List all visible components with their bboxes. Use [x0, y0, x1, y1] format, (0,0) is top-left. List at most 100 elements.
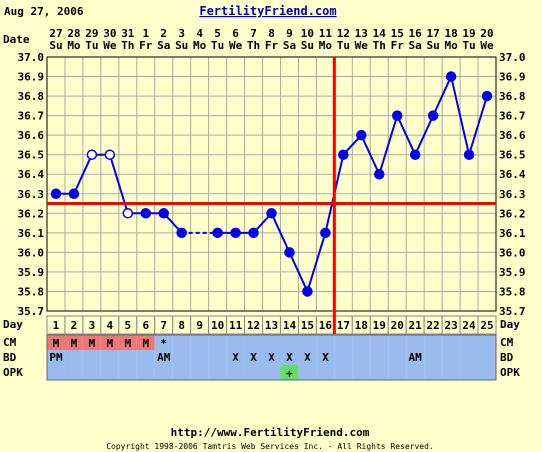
day-label: 9 [196, 319, 203, 332]
cm-cell [244, 335, 263, 350]
y-tick-label-right: 36.6 [499, 129, 526, 142]
series-segment [414, 115, 435, 156]
weekday-tick-label: Su [301, 39, 314, 52]
cm-cell [47, 335, 65, 350]
date-tick-label: 5 [214, 27, 221, 40]
y-tick-label-right: 36.1 [499, 227, 526, 240]
weekday-tick-label: We [480, 39, 494, 52]
data-point [374, 168, 385, 180]
weekday-tick-label: We [355, 39, 369, 52]
opk-cell [82, 365, 101, 380]
chart-date: Aug 27, 2006 [4, 5, 84, 18]
date-tick-label: 31 [121, 27, 135, 40]
bd-cell [334, 350, 353, 365]
weekday-tick-label: Su [49, 39, 62, 52]
day-row-label: Day [3, 318, 23, 331]
opk-cell [172, 365, 191, 380]
opk-cell [388, 365, 407, 380]
cm-cell [262, 335, 281, 350]
date-tick-label: 4 [196, 27, 203, 40]
cm-cell [136, 335, 155, 350]
cm-cell [172, 335, 191, 350]
bd-value: AM [157, 351, 171, 364]
data-point [158, 208, 169, 219]
bd-cell [154, 350, 173, 365]
cm-cell [118, 335, 137, 350]
footer-url[interactable]: http://www.FertilityFriend.com [171, 426, 370, 439]
weekday-tick-label: Fr [139, 39, 153, 52]
day-label: 14 [283, 319, 297, 332]
day-label: 12 [247, 319, 260, 332]
cm-cell [82, 335, 101, 350]
series-segment [432, 76, 453, 117]
day-label: 13 [265, 319, 278, 332]
series-segment [306, 232, 327, 292]
data-point [104, 149, 116, 160]
data-point [122, 208, 134, 219]
date-tick-label: 3 [178, 27, 185, 40]
opk-cell [316, 365, 335, 380]
cm-cell [154, 335, 173, 350]
cm-cell [424, 335, 443, 350]
bd-value: X [250, 351, 257, 364]
weekday-tick-label: Mo [319, 39, 333, 52]
day-label: 25 [480, 319, 493, 332]
site-title[interactable]: FertilityFriend.com [199, 4, 336, 18]
data-point [140, 208, 152, 219]
day-label: 15 [301, 319, 314, 332]
opk-cell [154, 365, 173, 380]
series-segment [270, 212, 291, 253]
date-tick-label: 2 [160, 27, 167, 40]
cm-row-label: CM [3, 336, 17, 349]
cm-row-label-right: CM [500, 336, 514, 349]
weekday-tick-label: Th [247, 39, 260, 52]
y-tick-label-right: 36.7 [499, 110, 526, 123]
y-axis-right: 37.0 36.9 36.8 36.7 36.6 36.5 36.4 36.3 36.2 36.1… [499, 51, 526, 318]
cm-cell [460, 335, 479, 350]
bd-cell [47, 350, 65, 365]
date-tick-label: 11 [319, 27, 333, 40]
data-point [320, 227, 331, 239]
strip-border [46, 334, 497, 381]
data-point [176, 227, 187, 239]
grid [46, 56, 497, 312]
date-tick-label: 10 [301, 27, 314, 40]
y-tick-label: 37.0 [18, 51, 45, 64]
bd-cell [478, 350, 496, 365]
y-tick-label-right: 36.9 [499, 71, 526, 84]
opk-cell [190, 365, 209, 380]
day-label: 5 [125, 319, 132, 332]
opk-cell [136, 365, 155, 380]
day-label: 17 [337, 319, 350, 332]
cm-cell [478, 335, 496, 350]
data-point [266, 208, 277, 219]
bd-cell [370, 350, 389, 365]
day-label: 23 [444, 319, 457, 332]
y-tick-label-right: 36.8 [499, 90, 526, 103]
bd-cell [352, 350, 371, 365]
bd-value: X [268, 351, 275, 364]
series-segment [450, 76, 471, 155]
day-label: 6 [142, 319, 149, 332]
opk-cell [424, 365, 443, 380]
weekday-tick-label: Tu [85, 39, 98, 52]
plot-border [46, 56, 497, 312]
bd-cell [190, 350, 209, 365]
cm-value: M [125, 337, 132, 350]
opk-cell [118, 365, 137, 380]
series-segment [360, 134, 381, 175]
date-tick-label: 29 [85, 27, 98, 40]
date-tick-label: 19 [462, 27, 475, 40]
weekday-tick-label: We [229, 39, 243, 52]
opk-cell [442, 365, 461, 380]
y-tick-label-right: 37.0 [499, 51, 526, 64]
bd-value: X [322, 351, 329, 364]
bd-row-label: BD [3, 351, 17, 364]
data-point [445, 71, 457, 82]
day-label: 16 [319, 319, 333, 332]
bd-cell [424, 350, 443, 365]
cm-value: * [160, 337, 167, 350]
weekday-tick-label: Tu [211, 39, 224, 52]
date-tick-label: 14 [373, 27, 387, 40]
data-point [409, 149, 421, 160]
